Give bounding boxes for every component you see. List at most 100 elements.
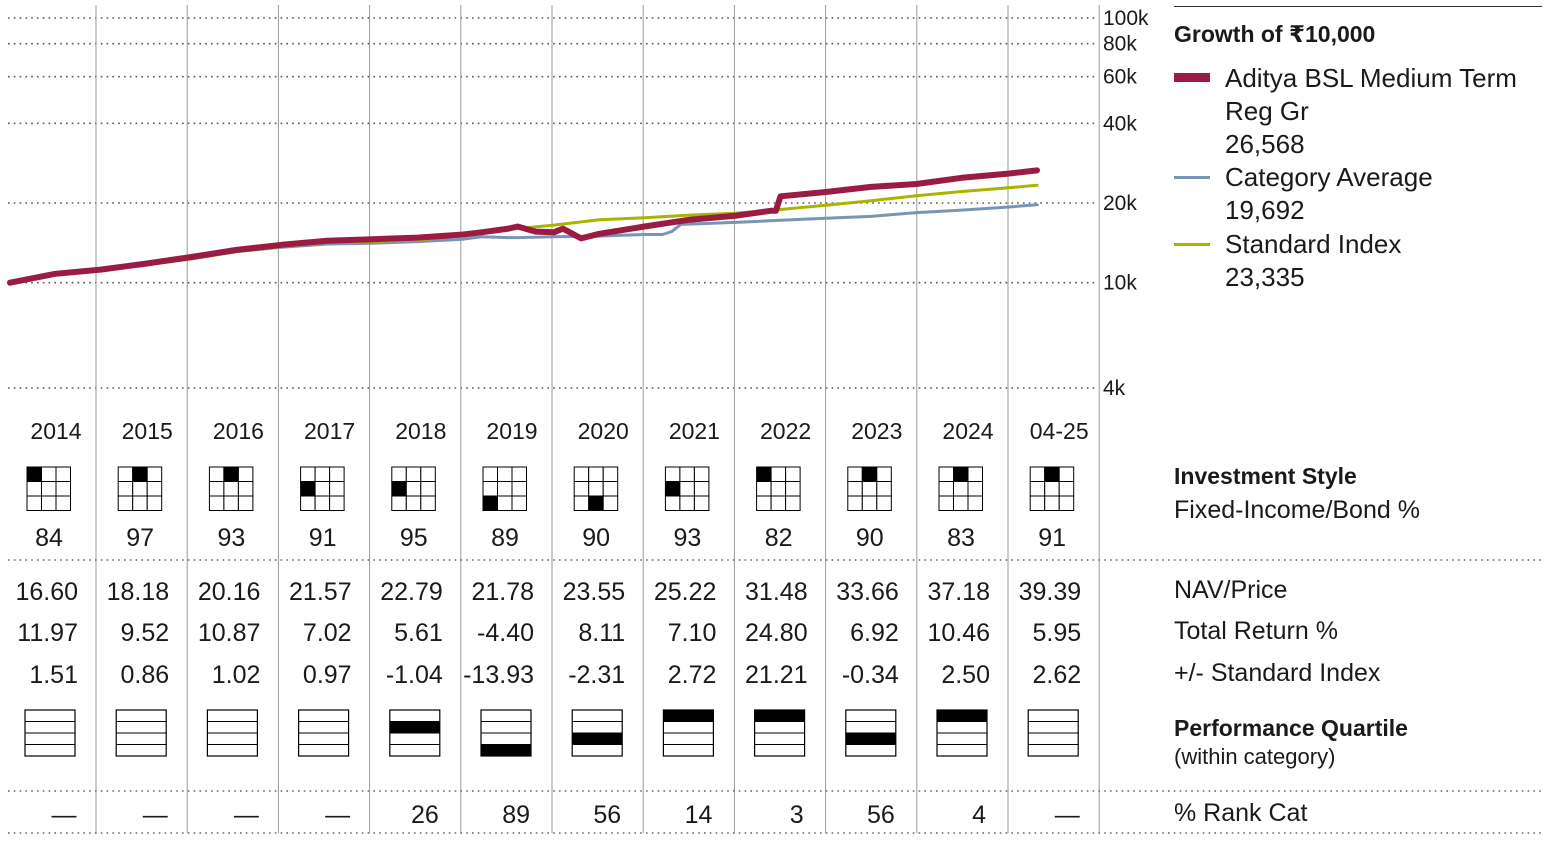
style-box-cell [497,481,513,497]
style-box-cell [693,466,710,482]
style-box-cell [420,481,436,497]
style-box-cell [573,495,590,511]
style-box-cell [847,481,863,497]
nav-price-value: 37.18 [927,578,990,606]
style-box-cell [1029,481,1046,497]
bond-pct-value: 84 [35,524,63,552]
style-box-cell [329,481,345,497]
style-box-cell [300,495,316,511]
year-label: 2024 [942,418,993,444]
style-box-cell [1044,481,1060,497]
style-box-cell [391,466,407,482]
vs-index-value: 2.72 [668,661,717,689]
style-box-cell [237,481,254,497]
quartile-filled-band [389,721,440,733]
style-box-filled-cell [132,466,148,482]
style-box-cell [314,466,331,482]
vs-index-value: 2.50 [941,661,990,689]
style-box-cell [482,481,498,497]
style-box-cell [938,495,954,511]
year-label: 2014 [30,418,81,444]
style-box-cell [785,466,801,482]
year-label: 2018 [395,418,446,444]
total-return-label: Total Return % [1174,617,1338,645]
y-tick-label: 10k [1103,272,1137,295]
panel-top-rule [1174,6,1542,7]
year-label: 2021 [669,418,720,444]
rank-cat-value: 14 [685,801,713,829]
style-box-cell [847,466,863,482]
style-box-cell [405,495,422,511]
style-box-cell [146,466,163,482]
total-return-value: 5.95 [1033,619,1082,647]
bond-pct-value: 83 [947,524,975,552]
style-box-cell [146,495,163,511]
total-return-value: 7.10 [668,619,717,647]
vs-index-value: 21.21 [745,661,808,689]
style-box-cell [55,481,71,497]
quartile-filled-band [937,710,987,722]
y-tick-label: 60k [1103,66,1137,89]
style-box-cell [938,481,954,497]
y-tick-labels: 100k 80k 60k 40k 20k 10k 4k [1103,7,1149,400]
style-box-cell [223,481,239,497]
legend-item-category: Category Average 19,692 [1174,161,1546,229]
style-box-cell [679,466,695,482]
style-box-cell [497,495,513,511]
rank-cat-value: 4 [972,801,986,829]
style-box-cell [208,481,225,497]
performance-quartile-label: Performance Quartile [1174,715,1408,741]
style-box-filled-cell [1044,466,1060,482]
legend-fund-name: Aditya BSL Medium Term Reg Gr [1225,63,1517,126]
style-box-cell [41,481,57,497]
rank-cat-value: 56 [867,801,895,829]
total-return-value: 8.11 [578,619,625,647]
style-box-cell [602,495,619,511]
legend-item-index: Standard Index 23,335 [1174,228,1546,296]
year-label: 2023 [851,418,902,444]
nav-price-value: 39.39 [1019,578,1082,606]
series-line [8,183,1039,285]
style-box-filled-cell [588,495,604,511]
bond-pct-value: 91 [1038,524,1066,552]
style-box-cell [208,495,225,511]
style-box-cell [55,466,71,482]
style-box-cell [41,495,57,511]
nav-price-label: NAV/Price [1174,576,1288,604]
rank-cat-value: — [52,801,77,829]
bond-pct-value: 90 [582,524,610,552]
y-tick-label: 20k [1103,192,1137,215]
style-box-cell [117,466,134,482]
vs-index-value: -13.93 [463,661,534,689]
style-box-cell [420,466,436,482]
total-return-value: 7.02 [303,619,352,647]
quartile-filled-band [663,710,714,722]
nav-price-value: 33.66 [836,578,899,606]
rank-cat-value: — [234,801,259,829]
style-box-cell [300,466,316,482]
style-box-cell [679,495,695,511]
vs-index-value: 1.51 [29,661,78,689]
year-label: 2020 [578,418,629,444]
style-box-cell [861,481,878,497]
quartile-filled-band [572,733,623,745]
style-box-cell [967,481,983,497]
year-label: 2019 [486,418,537,444]
style-box-cell [876,481,892,497]
style-box-cell [26,495,42,511]
total-return-value: -4.40 [477,619,534,647]
investment-style-label: Investment Style [1174,463,1357,489]
style-box-cell [132,481,148,497]
total-return-value: 24.80 [745,619,808,647]
total-return-value: 10.87 [198,619,261,647]
vs-index-value: 0.97 [303,661,352,689]
style-box-cell [511,495,527,511]
style-box-cell [967,466,983,482]
style-box-cell [497,466,513,482]
style-box-cell [117,481,134,497]
series-line [8,203,1039,285]
total-return-value: 9.52 [121,619,170,647]
style-box-cell [664,466,681,482]
style-box-cell [602,466,619,482]
within-category-label: (within category) [1174,744,1336,769]
